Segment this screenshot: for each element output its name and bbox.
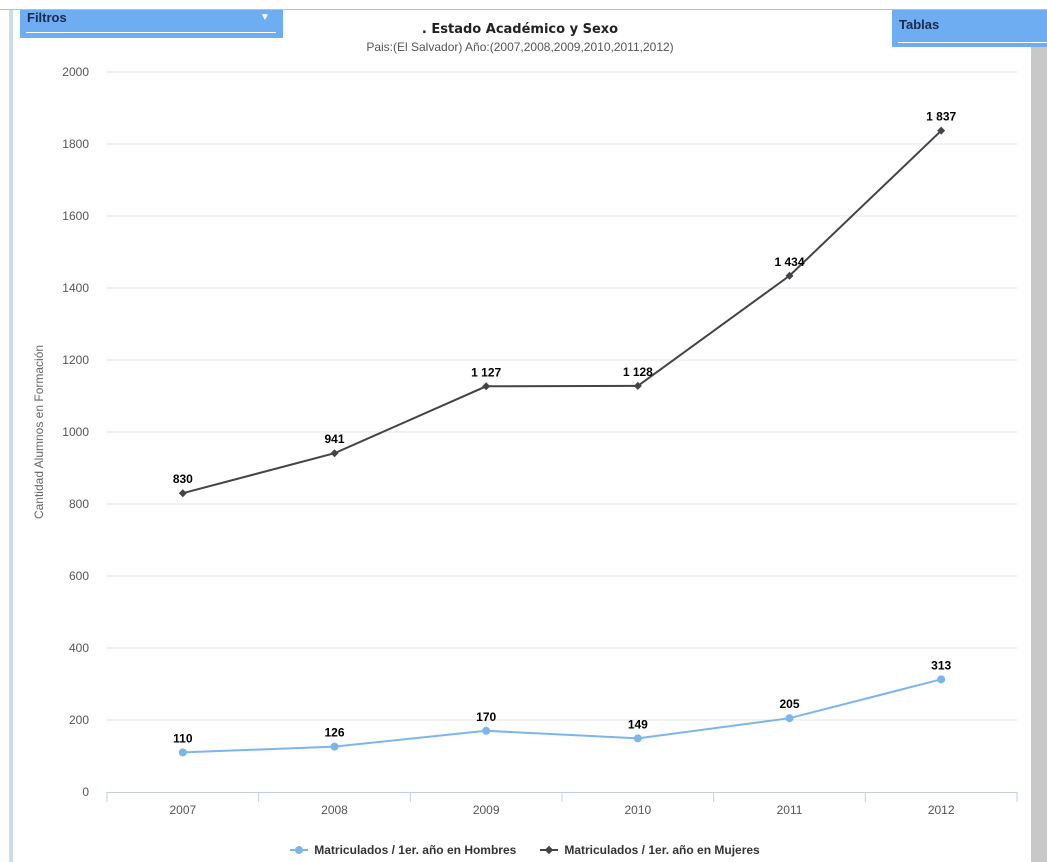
data-label: 1 434 — [774, 255, 804, 269]
caret-down-icon[interactable]: ▼ — [260, 12, 270, 23]
legend-item-mujeres[interactable]: Matriculados / 1er. año en Mujeres — [540, 842, 760, 858]
data-label: 1 837 — [926, 110, 956, 124]
y-tick-label: 400 — [69, 641, 89, 655]
data-label: 170 — [476, 710, 496, 724]
legend-label-hombres: Matriculados / 1er. año en Hombres — [314, 843, 517, 857]
y-tick-label: 1800 — [62, 137, 89, 151]
data-label: 1 127 — [471, 365, 501, 379]
data-point-mujeres — [785, 271, 794, 280]
x-tick-label: 2011 — [777, 803, 803, 817]
x-tick-label: 2012 — [928, 803, 955, 817]
y-tick-label: 2000 — [62, 65, 89, 79]
y-tick-label: 1600 — [62, 209, 89, 223]
chart-subtitle: Pais:(El Salvador) Año:(2007,2008,2009,2… — [366, 40, 674, 54]
data-label: 313 — [931, 658, 951, 672]
y-axis-title: Cantidad Alumnos en Formación — [32, 345, 46, 519]
tables-panel[interactable]: Tablas — [892, 10, 1047, 47]
tables-underline — [898, 42, 1047, 43]
data-point-mujeres — [482, 382, 491, 391]
data-label: 1 128 — [623, 365, 653, 379]
x-tick-label: 2008 — [321, 803, 348, 817]
data-label: 205 — [779, 697, 799, 711]
legend-diamond-icon — [540, 845, 559, 855]
y-tick-label: 1200 — [62, 353, 89, 367]
data-point-mujeres — [178, 489, 187, 498]
data-point-mujeres — [330, 449, 339, 458]
data-label: 126 — [324, 726, 344, 740]
data-label: 149 — [628, 717, 648, 731]
filters-panel[interactable]: Filtros ▼ — [20, 10, 283, 38]
data-point-mujeres — [937, 126, 946, 135]
data-point-hombres — [178, 748, 187, 757]
data-label: 941 — [324, 432, 344, 446]
legend-label-mujeres: Matriculados / 1er. año en Mujeres — [564, 843, 760, 857]
y-tick-label: 1000 — [62, 425, 89, 439]
data-point-hombres — [482, 726, 491, 735]
y-tick-label: 600 — [69, 569, 89, 583]
scrollbar[interactable] — [1031, 46, 1047, 862]
x-tick-label: 2009 — [473, 803, 500, 817]
chart-title: . Estado Académico y Sexo — [421, 22, 619, 37]
chart-legend: Matriculados / 1er. año en Hombres Matri… — [200, 842, 850, 858]
y-tick-label: 800 — [69, 497, 89, 511]
data-point-hombres — [330, 742, 339, 751]
series-line-1 — [182, 129, 942, 495]
filters-label: Filtros — [27, 10, 67, 25]
left-border — [9, 10, 13, 862]
tables-label: Tablas — [899, 17, 940, 32]
y-tick-label: 1400 — [62, 281, 89, 295]
top-divider — [0, 9, 1047, 10]
x-tick-label: 2010 — [624, 803, 651, 817]
data-point-hombres — [785, 714, 794, 723]
series-line-0 — [182, 678, 942, 754]
data-label: 830 — [173, 472, 193, 486]
data-point-hombres — [633, 734, 642, 743]
y-tick-label: 0 — [82, 785, 89, 799]
y-tick-label: 200 — [69, 713, 89, 727]
data-label: 110 — [173, 731, 193, 745]
data-point-mujeres — [633, 381, 642, 390]
legend-dot-icon — [290, 845, 309, 855]
legend-item-hombres[interactable]: Matriculados / 1er. año en Hombres — [290, 842, 516, 858]
filters-underline — [26, 32, 276, 33]
x-tick-label: 2007 — [169, 803, 196, 817]
data-point-hombres — [937, 675, 946, 684]
